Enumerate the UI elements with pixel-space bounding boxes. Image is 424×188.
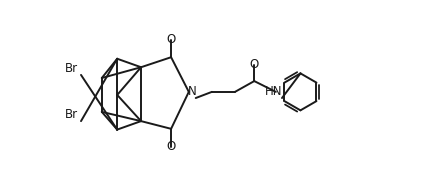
Text: O: O [167, 140, 176, 153]
Text: Br: Br [64, 62, 78, 75]
Text: HN: HN [265, 85, 282, 98]
Text: O: O [167, 33, 176, 46]
Text: Br: Br [64, 108, 78, 121]
Text: O: O [250, 58, 259, 71]
Text: N: N [187, 85, 196, 98]
